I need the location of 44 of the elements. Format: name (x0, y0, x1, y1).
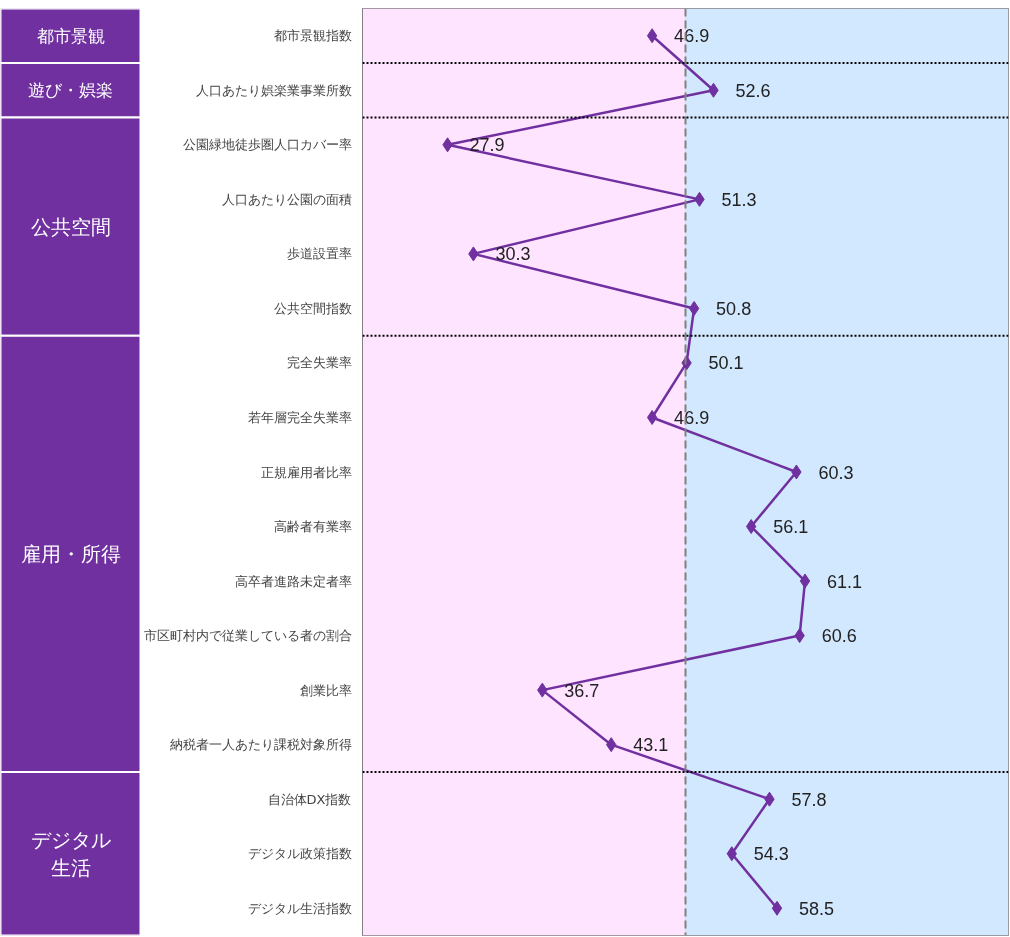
y-tick-label: 公共空間指数 (273, 300, 352, 316)
text: 遊び・娯楽 (28, 80, 113, 101)
data-label: 46.9 (674, 26, 710, 47)
y-tick-label: デジタル生活指数 (247, 900, 352, 916)
y-tick-label: 自治体DX指数 (267, 791, 352, 807)
text: デジタル生活 (30, 827, 111, 880)
data-label: 60.6 (821, 626, 857, 647)
data-label: 52.6 (735, 80, 771, 101)
point (646, 409, 658, 425)
data-label: 56.1 (773, 517, 809, 538)
data-label: 54.3 (753, 844, 789, 865)
point (799, 573, 811, 589)
text: 雇用・所得 (20, 541, 121, 566)
y-tick-label: 市区町村内で従業している者の割合 (143, 628, 352, 644)
data-label: 58.5 (799, 898, 835, 919)
y-tick-label: 創業比率 (299, 682, 352, 698)
text: 都市景観 (36, 25, 105, 46)
point (688, 300, 700, 316)
y-tick-label: 若年層完全失業率 (247, 409, 352, 425)
y-tick-label: 公園緑地徒歩圏人口カバー率 (182, 137, 352, 153)
y-tick-label: デジタル政策指数 (247, 846, 352, 862)
data-label: 30.3 (495, 244, 531, 265)
data-label: 51.3 (721, 189, 757, 210)
y-tick-label: 歩道設置率 (286, 246, 352, 262)
y-tick-label: 人口あたり公園の面積 (221, 191, 352, 207)
data-label: 50.8 (716, 298, 752, 319)
data-label: 50.1 (708, 353, 744, 374)
y-tick-label: 高齢者有業率 (273, 519, 352, 535)
point (646, 28, 658, 44)
data-label: 60.3 (818, 462, 854, 483)
data-label: 27.9 (469, 135, 505, 156)
y-tick-label: 高卒者進路未定者率 (234, 573, 352, 589)
data-label: 57.8 (791, 789, 827, 810)
y-tick-label: 都市景観指数 (273, 28, 352, 44)
data-label: 46.9 (674, 407, 710, 428)
y-tick-label: 正規雇用者比率 (260, 464, 352, 480)
data-label: 61.1 (827, 571, 863, 592)
y-tick-label: 人口あたり娯楽業事業所数 (195, 82, 352, 98)
y-tick-label: 納税者一人あたり課税対象所得 (169, 737, 352, 753)
point (771, 900, 783, 916)
text: 公共空間 (30, 214, 111, 239)
data-label: 43.1 (633, 735, 669, 756)
y-tick-label: 完全失業率 (286, 355, 352, 371)
data-label: 36.7 (564, 680, 600, 701)
